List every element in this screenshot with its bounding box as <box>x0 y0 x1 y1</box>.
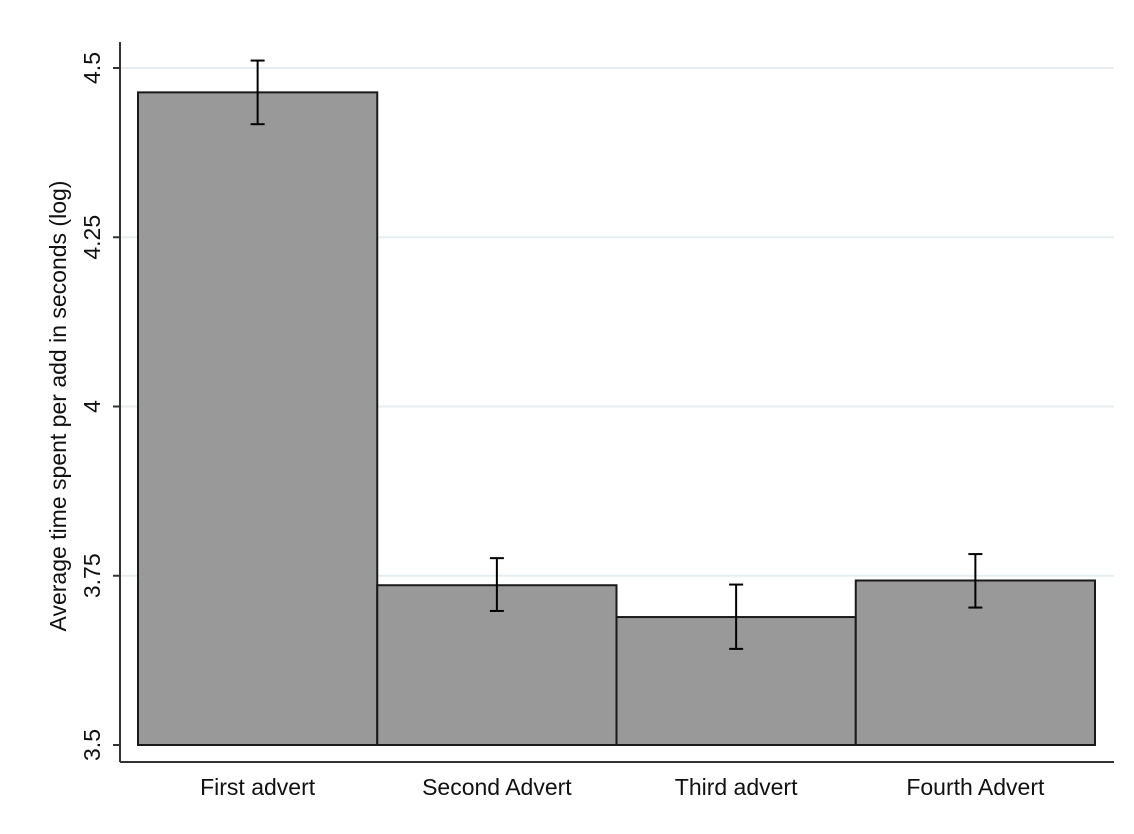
x-tick-label: First advert <box>200 774 316 800</box>
x-tick-label: Fourth Advert <box>906 774 1045 800</box>
y-axis-label: Average time spent per add in seconds (l… <box>45 181 71 632</box>
bars <box>137 91 1096 747</box>
x-tick-label: Third advert <box>675 774 798 800</box>
error-bars <box>250 59 983 650</box>
x-tick-labels: First advert Second Advert Third advert Fou… <box>200 774 1045 800</box>
y-tick-label: 3.5 <box>79 729 105 761</box>
y-tick-label: 4.5 <box>79 52 105 84</box>
x-tick-label: Second Advert <box>422 774 572 800</box>
bar <box>137 91 379 746</box>
y-tick-label: 4 <box>79 400 105 413</box>
y-tick-label: 4.25 <box>79 215 105 260</box>
axes <box>119 42 1114 763</box>
y-ticks: 3.5 3.75 4 4.25 4.5 <box>79 52 120 761</box>
y-tick-label: 3.75 <box>79 553 105 598</box>
